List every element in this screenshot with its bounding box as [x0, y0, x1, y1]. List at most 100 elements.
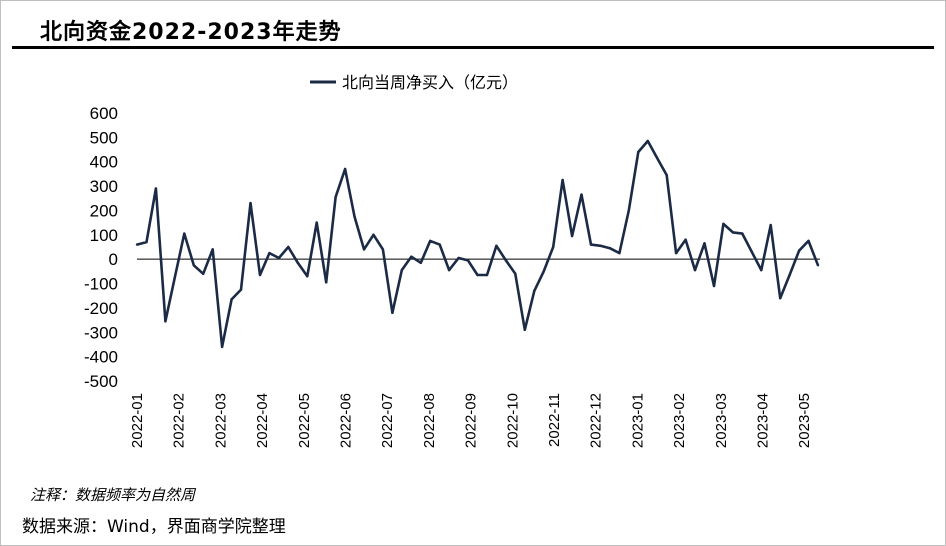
- data-point: [372, 233, 375, 237]
- data-point: [145, 240, 148, 244]
- data-point: [674, 251, 678, 255]
- data-point: [608, 247, 612, 250]
- data-point: [419, 261, 422, 265]
- data-point: [249, 201, 252, 205]
- y-axis: 600 500 400 300 200 100 0 -100 -200 -300 -400 -500: [84, 104, 820, 391]
- legend-label: 北向当周净买入（亿元）: [342, 73, 518, 92]
- data-point: [135, 243, 139, 246]
- series-line-north-net-buy: [136, 139, 820, 349]
- data-point: [693, 268, 697, 272]
- data-point: [287, 245, 290, 249]
- data-point: [183, 232, 186, 235]
- data-point: [741, 232, 744, 235]
- data-point: [277, 256, 281, 260]
- data-point: [769, 223, 772, 227]
- data-point: [599, 244, 602, 247]
- data-point: [334, 195, 337, 199]
- data-point: [220, 345, 224, 349]
- data-point: [457, 256, 460, 260]
- x-tick-label: 2022-04: [254, 393, 271, 448]
- data-point: [551, 245, 555, 249]
- data-point: [637, 150, 640, 154]
- y-tick-label: -500: [84, 372, 118, 391]
- data-point: [684, 238, 687, 241]
- y-tick-label: 100: [90, 226, 118, 245]
- data-point: [192, 264, 195, 267]
- data-point: [788, 273, 791, 277]
- data-point: [542, 270, 545, 273]
- data-point: [429, 239, 432, 243]
- data-point: [381, 248, 385, 251]
- x-tick-label: 2022-08: [421, 393, 438, 448]
- x-tick-label: 2022-01: [129, 393, 146, 448]
- y-tick-label: 500: [90, 128, 118, 147]
- data-point: [466, 259, 470, 262]
- data-point: [797, 249, 801, 252]
- y-tick-label: -100: [84, 275, 118, 294]
- data-point: [618, 251, 621, 255]
- data-point: [533, 289, 536, 293]
- x-tick-label: 2023-01: [629, 393, 646, 448]
- data-point: [268, 251, 271, 255]
- x-tick-label: 2023-03: [713, 393, 730, 448]
- footnote: 注释：数据频率为自然周: [30, 486, 196, 504]
- data-point: [627, 209, 631, 212]
- data-point: [665, 173, 668, 177]
- data-point: [495, 244, 498, 247]
- x-tick-label: 2022-10: [504, 393, 521, 448]
- y-tick-label: 600: [90, 104, 118, 123]
- data-point: [173, 276, 177, 279]
- data-source: 数据来源：Wind，界面商学院整理: [22, 517, 286, 537]
- y-tick-label: -300: [84, 323, 118, 342]
- x-tick-label: 2022-07: [379, 393, 396, 448]
- x-axis: 2022-01 2022-02 2022-03 2022-04 2022-05 2022-…: [129, 393, 813, 448]
- y-tick-label: 400: [90, 153, 118, 172]
- data-point: [211, 248, 214, 251]
- data-point: [722, 222, 725, 226]
- x-tick-label: 2022-02: [171, 393, 188, 448]
- data-point: [703, 242, 706, 245]
- data-point: [570, 234, 574, 238]
- data-point: [306, 275, 309, 278]
- data-point: [807, 239, 810, 243]
- y-tick-label: 0: [109, 250, 118, 269]
- data-point: [324, 281, 328, 284]
- data-point: [391, 311, 394, 314]
- y-tick-label: 200: [90, 201, 118, 220]
- data-point: [164, 320, 167, 323]
- x-tick-label: 2023-05: [796, 393, 813, 448]
- data-point: [476, 273, 479, 277]
- data-point: [778, 296, 782, 300]
- x-tick-label: 2023-02: [671, 393, 688, 448]
- data-point: [239, 288, 243, 291]
- data-point: [760, 268, 763, 272]
- data-point: [410, 255, 413, 258]
- data-point: [750, 250, 753, 254]
- series-points: [135, 139, 820, 349]
- data-point: [712, 284, 716, 288]
- y-tick-label: -400: [84, 348, 118, 367]
- title-underline: [12, 46, 934, 49]
- y-tick-label: -200: [84, 299, 118, 318]
- data-point: [447, 268, 451, 272]
- x-tick-label: 2022-05: [296, 393, 313, 448]
- page-title: 北向资金2022-2023年走势: [40, 20, 342, 45]
- data-point: [656, 156, 659, 160]
- y-tick-label: 300: [90, 177, 118, 196]
- data-point: [816, 264, 820, 267]
- x-tick-label: 2022-03: [212, 393, 229, 448]
- x-tick-label: 2023-04: [755, 393, 772, 448]
- data-point: [523, 328, 526, 332]
- data-point: [154, 187, 158, 190]
- data-point: [561, 178, 564, 182]
- data-point: [315, 221, 318, 224]
- data-point: [646, 139, 649, 143]
- x-tick-label: 2022-11: [546, 393, 563, 447]
- data-point: [343, 167, 347, 171]
- data-point: [296, 261, 299, 265]
- x-tick-label: 2022-06: [338, 393, 355, 448]
- data-point: [202, 272, 205, 275]
- data-point: [438, 243, 441, 246]
- data-point: [230, 298, 233, 301]
